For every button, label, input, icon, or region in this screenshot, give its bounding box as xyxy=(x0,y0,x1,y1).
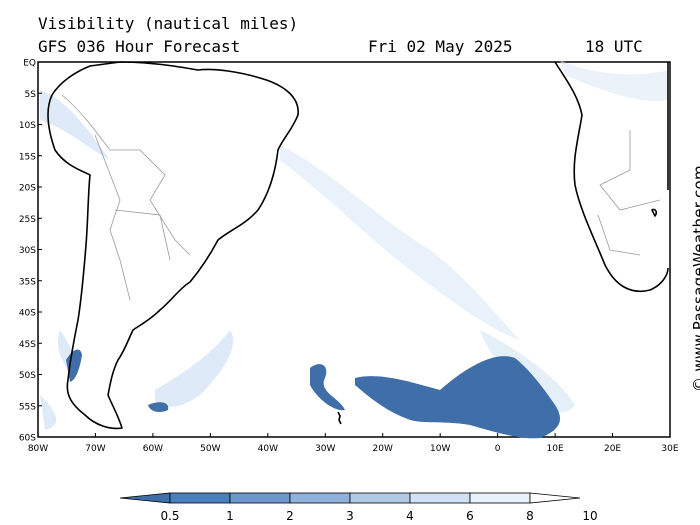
lon-label: 10W xyxy=(430,444,450,454)
lon-label: 80W xyxy=(28,444,48,454)
lat-label: 20S xyxy=(19,184,36,194)
lat-label: 5S xyxy=(25,90,37,100)
forecast-date: Fri 02 May 2025 xyxy=(368,37,513,56)
legend-swatch xyxy=(349,492,411,504)
legend-swatch xyxy=(289,492,351,504)
lon-label: 30W xyxy=(315,444,335,454)
forecast-time: 18 UTC xyxy=(585,37,643,56)
legend-tick-label: 0.5 xyxy=(160,509,179,523)
lat-label: 10S xyxy=(19,121,36,131)
legend-tick-label: 8 xyxy=(526,509,534,523)
lon-label: 40W xyxy=(258,444,278,454)
legend-swatch xyxy=(169,492,231,504)
visibility-legend: 0.5 1 2 3 4 6 8 10 xyxy=(119,492,598,523)
lon-label: 20E xyxy=(604,444,621,454)
lat-label: 35S xyxy=(19,277,36,287)
map-title: Visibility (nautical miles) xyxy=(38,14,299,33)
fog-areas xyxy=(66,349,560,439)
legend-tick-label: 2 xyxy=(286,509,294,523)
lat-label: 40S xyxy=(19,309,36,319)
lon-label: 70W xyxy=(85,444,105,454)
legend-swatch xyxy=(469,492,531,504)
lat-label: EQ xyxy=(23,59,36,69)
legend-cap-low xyxy=(119,492,171,504)
lon-label: 0 xyxy=(495,444,501,454)
lon-label: 10E xyxy=(547,444,564,454)
country-borders xyxy=(61,94,661,301)
site-credit: © www.PassageWeather.com xyxy=(690,165,700,392)
lon-label: 50W xyxy=(200,444,220,454)
lat-label: 45S xyxy=(19,340,36,350)
lon-label: 30E xyxy=(661,444,678,454)
legend-tick-label: 1 xyxy=(226,509,234,523)
lat-label: 50S xyxy=(19,371,36,381)
latitude-labels: EQ 5S 10S 15S 20S 25S 30S 35S 40S 45S 50S 55S 60S xyxy=(19,59,42,444)
legend-tick-label: 10 xyxy=(582,509,597,523)
map-frame xyxy=(37,61,671,438)
lat-label: 60S xyxy=(19,434,36,444)
lon-label: 20W xyxy=(373,444,393,454)
legend-tick-label: 4 xyxy=(406,509,414,523)
legend-swatch xyxy=(229,492,291,504)
longitude-labels: 80W 70W 60W 50W 40W 30W 20W 10W 0 10E 20E 30E xyxy=(28,433,679,454)
legend-tick-label: 3 xyxy=(346,509,354,523)
lat-label: 30S xyxy=(19,246,36,256)
lat-label: 55S xyxy=(19,402,36,412)
lat-label: 15S xyxy=(19,152,36,162)
lon-label: 60W xyxy=(143,444,163,454)
legend-swatch xyxy=(409,492,471,504)
coastlines xyxy=(47,61,669,430)
legend-tick-label: 6 xyxy=(466,509,474,523)
legend-cap-high xyxy=(529,492,581,504)
forecast-run-label: GFS 036 Hour Forecast xyxy=(38,37,241,56)
lat-label: 25S xyxy=(19,215,36,225)
